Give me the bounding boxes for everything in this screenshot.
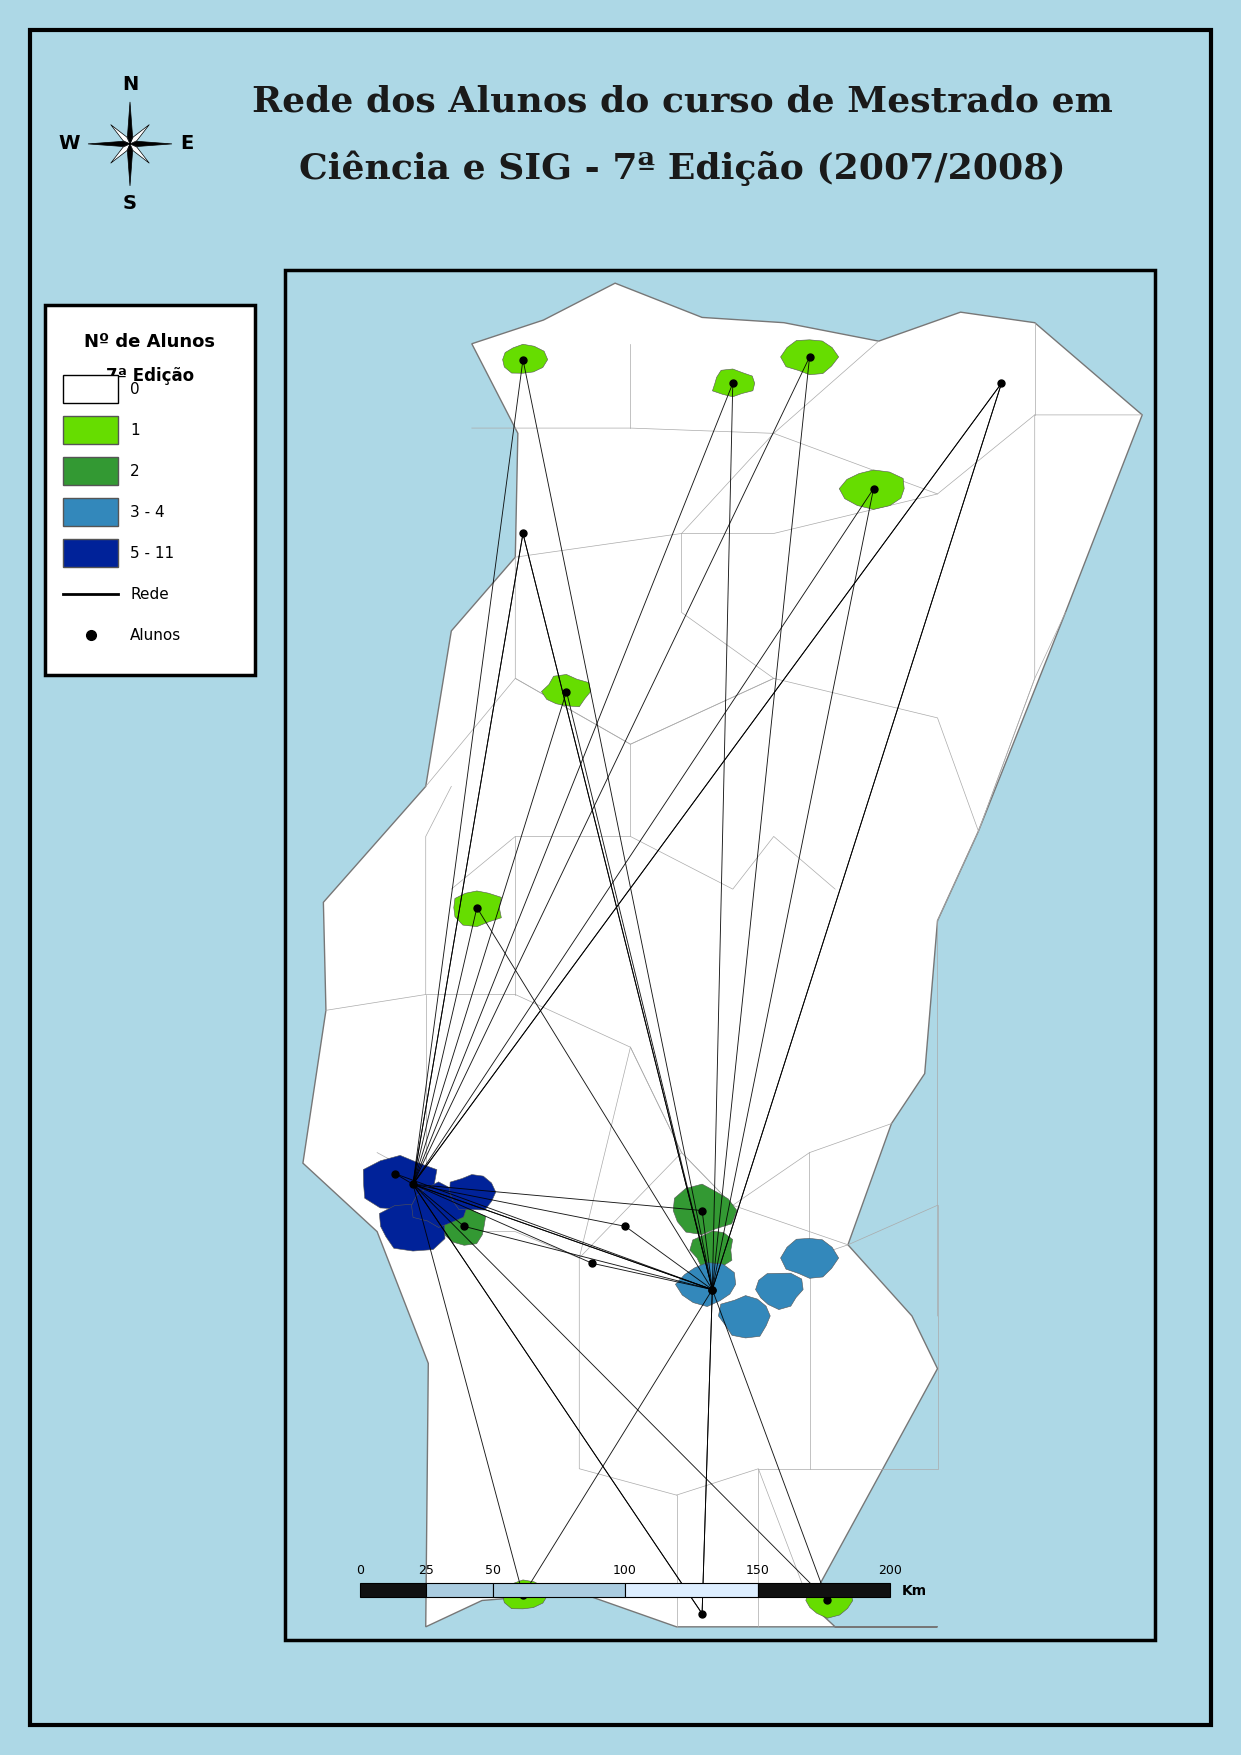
Text: Rede dos Alunos do curso de Mestrado em: Rede dos Alunos do curso de Mestrado em [252, 84, 1113, 119]
Polygon shape [690, 1230, 732, 1267]
Polygon shape [675, 1262, 736, 1306]
Polygon shape [412, 1181, 468, 1227]
Bar [63, 498, 118, 526]
Polygon shape [130, 125, 149, 144]
Bar [63, 456, 118, 484]
Bar [426, 1583, 493, 1597]
Polygon shape [503, 344, 547, 374]
Polygon shape [839, 470, 905, 509]
Polygon shape [673, 1185, 737, 1234]
Bar [493, 1583, 625, 1597]
Text: 50: 50 [484, 1564, 500, 1578]
Text: 200: 200 [879, 1564, 902, 1578]
Polygon shape [303, 283, 1142, 1627]
Polygon shape [442, 1206, 485, 1246]
Text: 0: 0 [356, 1564, 364, 1578]
Bar [285, 270, 1155, 1639]
Text: Rede: Rede [130, 586, 169, 602]
Text: Ciência e SIG - 7ª Edição (2007/2008): Ciência e SIG - 7ª Edição (2007/2008) [299, 151, 1066, 186]
Bar [625, 1583, 757, 1597]
Polygon shape [110, 144, 130, 163]
Polygon shape [128, 144, 133, 186]
Text: 7ª Edição: 7ª Edição [105, 367, 194, 384]
Bar [63, 376, 118, 404]
Polygon shape [375, 1158, 414, 1190]
Polygon shape [380, 1204, 446, 1251]
Text: W: W [58, 135, 79, 153]
Polygon shape [756, 1272, 803, 1309]
Text: Alunos: Alunos [130, 628, 181, 642]
Text: 0: 0 [130, 381, 140, 397]
Text: 1: 1 [130, 423, 140, 437]
Polygon shape [719, 1295, 771, 1337]
Polygon shape [781, 340, 839, 376]
Text: 25: 25 [418, 1564, 434, 1578]
Text: Km: Km [902, 1585, 927, 1599]
Bar [63, 539, 118, 567]
Polygon shape [781, 1239, 839, 1278]
Text: 5 - 11: 5 - 11 [130, 546, 174, 560]
Text: S: S [123, 193, 137, 212]
Polygon shape [541, 674, 591, 707]
Polygon shape [805, 1587, 853, 1618]
Text: 2: 2 [130, 463, 140, 479]
Polygon shape [128, 102, 133, 144]
Bar [63, 416, 118, 444]
Text: 100: 100 [613, 1564, 637, 1578]
Polygon shape [449, 1174, 495, 1209]
Text: 3 - 4: 3 - 4 [130, 504, 165, 519]
Text: 150: 150 [746, 1564, 769, 1578]
Text: N: N [122, 75, 138, 95]
Polygon shape [130, 142, 172, 146]
Polygon shape [712, 369, 755, 397]
Text: E: E [180, 135, 194, 153]
Polygon shape [88, 142, 130, 146]
Bar [360, 1583, 426, 1597]
Polygon shape [454, 892, 501, 927]
Bar [757, 1583, 890, 1597]
Polygon shape [503, 1580, 547, 1609]
Polygon shape [130, 144, 149, 163]
Polygon shape [364, 1155, 437, 1209]
Polygon shape [110, 125, 130, 144]
Text: Nº de Alunos: Nº de Alunos [84, 333, 216, 351]
Bar [45, 305, 254, 676]
